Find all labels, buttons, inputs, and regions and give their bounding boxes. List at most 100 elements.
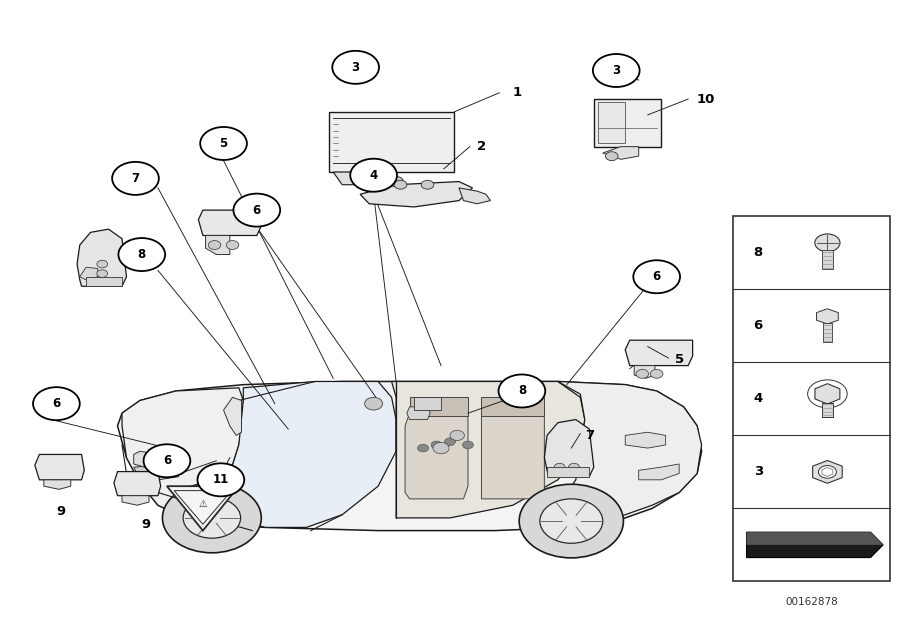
FancyBboxPatch shape	[734, 216, 890, 581]
Text: 6: 6	[753, 319, 763, 333]
Circle shape	[332, 51, 379, 84]
Text: 4: 4	[753, 392, 763, 405]
Circle shape	[33, 387, 80, 420]
Polygon shape	[134, 452, 158, 467]
Polygon shape	[822, 467, 832, 476]
Text: 6: 6	[52, 397, 60, 410]
Polygon shape	[118, 382, 702, 530]
Text: 3: 3	[612, 64, 620, 77]
Text: 6: 6	[163, 454, 171, 467]
Text: 8: 8	[138, 248, 146, 261]
Circle shape	[200, 127, 247, 160]
Circle shape	[233, 193, 280, 226]
Polygon shape	[634, 366, 655, 378]
Polygon shape	[544, 420, 594, 476]
Text: 8: 8	[753, 247, 763, 259]
Polygon shape	[333, 172, 369, 184]
Text: 00162878: 00162878	[786, 597, 838, 607]
Circle shape	[364, 398, 382, 410]
Polygon shape	[134, 465, 158, 480]
Text: 4: 4	[370, 169, 378, 182]
Circle shape	[350, 159, 397, 191]
Polygon shape	[205, 235, 230, 254]
Text: 3: 3	[352, 61, 360, 74]
Circle shape	[463, 441, 473, 449]
Polygon shape	[626, 432, 666, 448]
Polygon shape	[369, 172, 396, 181]
Polygon shape	[459, 188, 490, 204]
Circle shape	[119, 238, 165, 271]
Circle shape	[499, 375, 545, 408]
Polygon shape	[223, 398, 241, 436]
Circle shape	[450, 431, 464, 441]
Polygon shape	[603, 147, 639, 160]
Circle shape	[606, 152, 618, 161]
Circle shape	[634, 260, 680, 293]
Text: 6: 6	[652, 270, 661, 283]
Polygon shape	[158, 464, 178, 480]
Polygon shape	[410, 398, 468, 417]
Circle shape	[433, 443, 449, 454]
Text: 9: 9	[57, 505, 66, 518]
Polygon shape	[594, 99, 662, 147]
Circle shape	[418, 445, 428, 452]
Polygon shape	[746, 532, 883, 558]
Circle shape	[394, 180, 407, 189]
Circle shape	[421, 180, 434, 189]
Polygon shape	[122, 495, 149, 505]
Polygon shape	[822, 251, 832, 269]
Circle shape	[636, 370, 649, 378]
Polygon shape	[198, 210, 261, 235]
Circle shape	[389, 176, 403, 186]
Circle shape	[183, 497, 240, 538]
Text: ⚠: ⚠	[199, 499, 207, 509]
Text: 3: 3	[753, 466, 763, 478]
Circle shape	[593, 54, 640, 87]
Circle shape	[112, 162, 159, 195]
Text: 7: 7	[585, 429, 594, 442]
Polygon shape	[122, 388, 243, 518]
Text: 8: 8	[518, 385, 526, 398]
Polygon shape	[407, 407, 430, 420]
Text: 6: 6	[253, 204, 261, 217]
Text: 7: 7	[131, 172, 140, 185]
Polygon shape	[328, 112, 454, 172]
Circle shape	[226, 240, 239, 249]
Polygon shape	[815, 384, 840, 404]
Polygon shape	[813, 460, 842, 483]
Polygon shape	[80, 267, 98, 280]
Polygon shape	[626, 340, 693, 366]
Circle shape	[519, 484, 624, 558]
Circle shape	[445, 438, 455, 446]
Polygon shape	[86, 277, 122, 286]
Polygon shape	[230, 382, 396, 527]
Polygon shape	[822, 403, 832, 417]
Circle shape	[197, 463, 244, 496]
Circle shape	[540, 499, 603, 543]
Polygon shape	[174, 490, 231, 524]
Polygon shape	[823, 323, 832, 342]
Text: 5: 5	[675, 353, 684, 366]
Text: 11: 11	[212, 473, 229, 487]
Circle shape	[144, 445, 190, 477]
Polygon shape	[598, 102, 625, 144]
Circle shape	[208, 240, 220, 249]
Polygon shape	[77, 229, 127, 286]
Text: 10: 10	[697, 93, 716, 106]
Polygon shape	[166, 486, 238, 530]
Polygon shape	[482, 413, 544, 499]
Polygon shape	[482, 398, 544, 417]
Text: 1: 1	[513, 86, 522, 99]
Polygon shape	[639, 464, 680, 480]
Circle shape	[97, 270, 108, 277]
Circle shape	[162, 483, 261, 553]
Polygon shape	[360, 181, 472, 207]
Polygon shape	[405, 413, 468, 499]
Circle shape	[818, 466, 836, 478]
Polygon shape	[414, 398, 441, 410]
Text: 5: 5	[220, 137, 228, 150]
Circle shape	[554, 463, 565, 471]
Polygon shape	[746, 532, 883, 545]
Polygon shape	[35, 455, 85, 480]
Polygon shape	[44, 480, 71, 489]
